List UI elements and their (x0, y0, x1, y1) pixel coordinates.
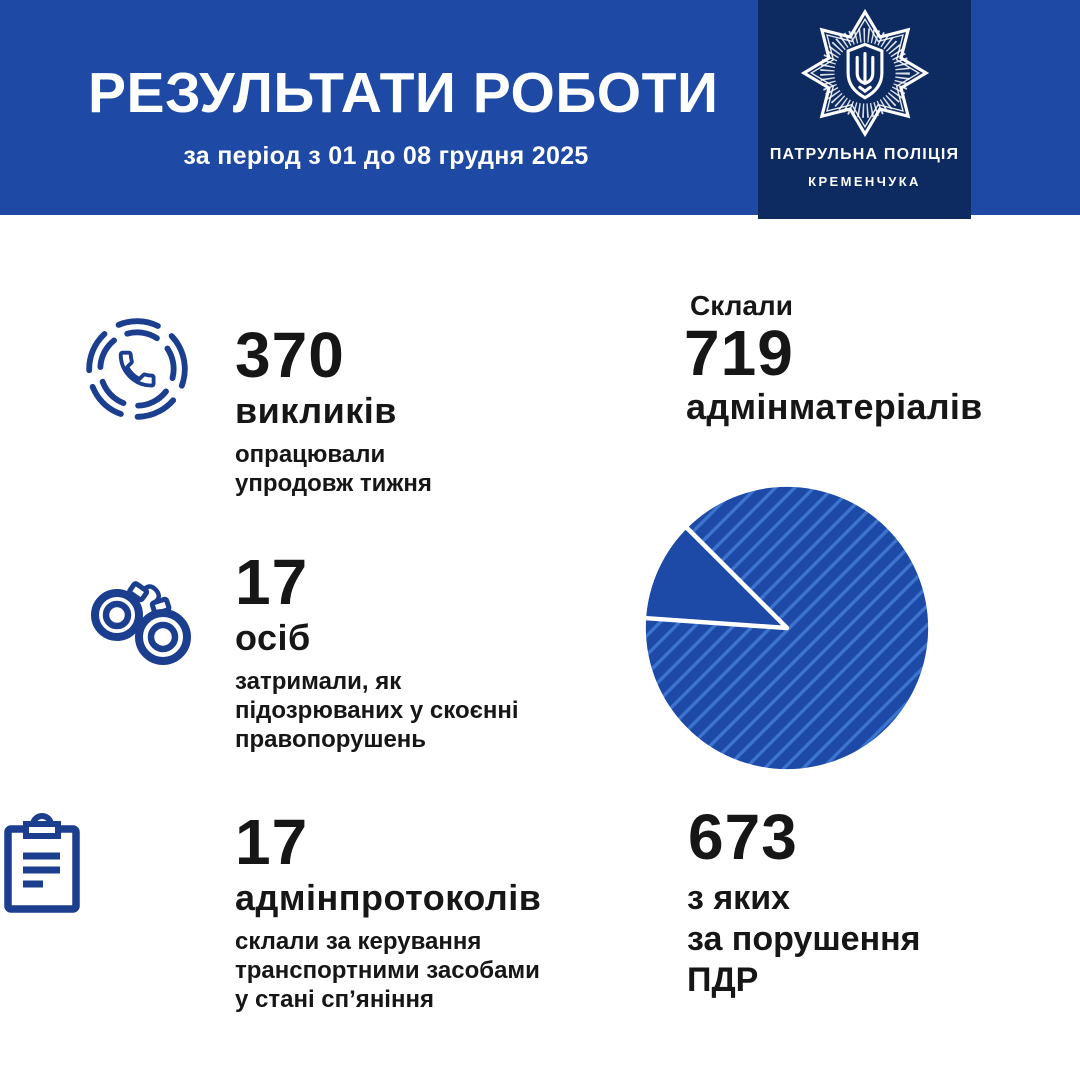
protocols-label: адмінпротоколів (235, 877, 542, 918)
made-intro: Склали (690, 290, 793, 321)
pdr-label-line: за порушення (687, 920, 921, 958)
pie-chart (642, 486, 929, 770)
org-name: ПАТРУЛЬНА ПОЛІЦІЯ (769, 146, 960, 163)
calls-value: 370 (235, 319, 345, 391)
calls-description: опрацювали упродовж тижня (235, 440, 565, 498)
police-star-icon (800, 8, 929, 138)
clipboard-icon (4, 813, 80, 913)
protocols-desc-line: транспортними засобами (235, 957, 540, 984)
org-city: КРЕМЕНЧУКА (808, 174, 921, 189)
pdr-label-line: з яких (687, 879, 791, 917)
page-title: РЕЗУЛЬТАТИ РОБОТИ (88, 61, 719, 125)
persons-desc-line: затримали, як (235, 668, 402, 695)
calls-desc-line: упродовж тижня (235, 470, 432, 497)
persons-description: затримали, як підозрюваних у скоєнні пра… (235, 667, 565, 754)
protocols-description: склали за керування транспортними засоба… (235, 927, 565, 1014)
phone-icon (86, 318, 188, 420)
protocols-value: 17 (235, 806, 309, 878)
persons-desc-line: правопорушень (235, 726, 427, 753)
persons-desc-line: підозрюваних у скоєнні (235, 697, 519, 724)
admin-materials-value: 719 (684, 317, 794, 389)
handcuffs-icon (91, 581, 191, 665)
report-period: за період з 01 до 08 грудня 2025 (183, 142, 589, 170)
calls-desc-line: опрацювали (235, 441, 386, 468)
police-logo-box: ПАТРУЛЬНА ПОЛІЦІЯ КРЕМЕНЧУКА (758, 0, 971, 219)
protocols-desc-line: у стані сп’яніння (235, 986, 434, 1013)
pdr-label-line: ПДР (687, 961, 759, 999)
calls-label: викликів (235, 390, 397, 431)
pie-slice-other (646, 528, 787, 628)
admin-materials-label: адмінматеріалів (686, 386, 983, 427)
protocols-desc-line: склали за керування (235, 928, 482, 955)
persons-value: 17 (235, 546, 309, 618)
pdr-violations-value: 673 (688, 801, 798, 873)
pdr-violations-label: з яких за порушення ПДР (687, 878, 921, 1001)
persons-label: осіб (235, 617, 311, 658)
